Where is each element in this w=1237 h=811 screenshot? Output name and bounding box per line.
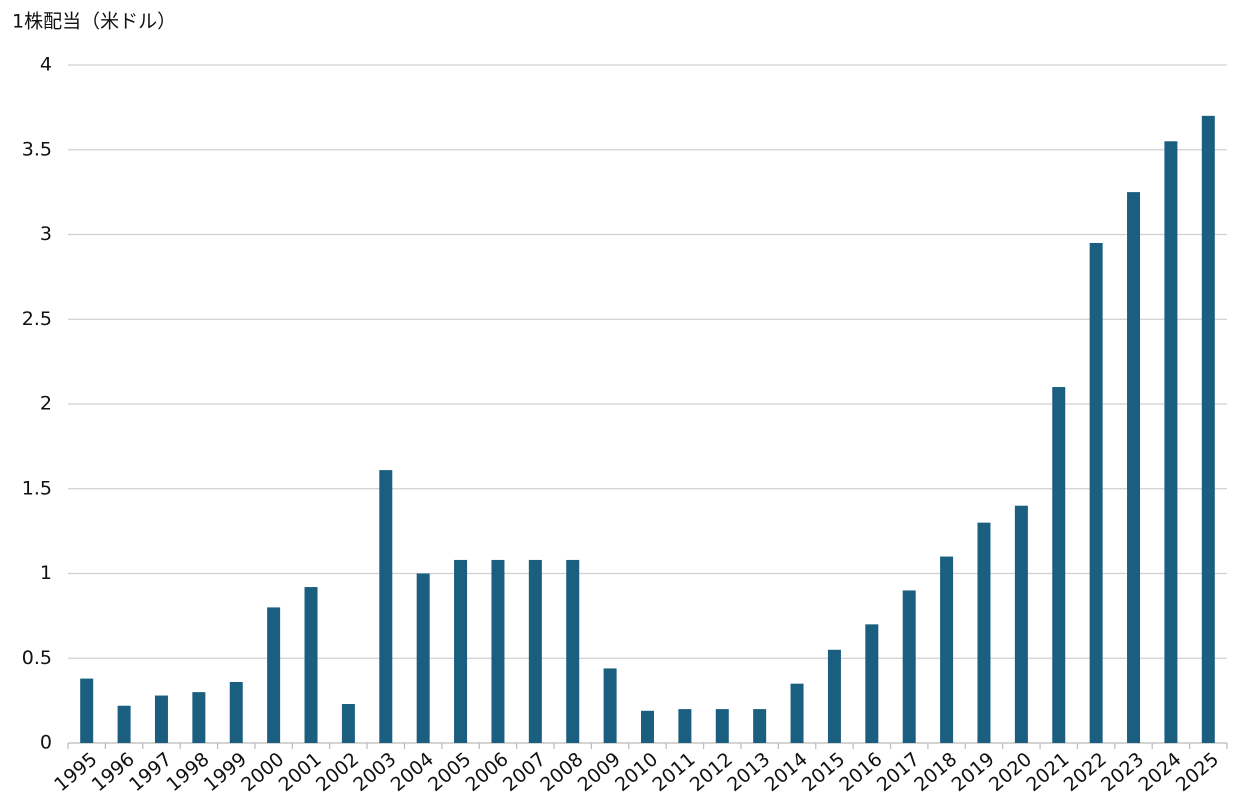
x-tick-label: 2025 (1172, 748, 1223, 796)
bar (1164, 141, 1178, 743)
bar (790, 683, 804, 743)
bar (491, 559, 505, 743)
x-tick-label: 2008 (536, 748, 587, 796)
bar (192, 692, 206, 743)
bar (379, 470, 393, 743)
bar (528, 559, 542, 743)
y-tick-label: 3.5 (22, 138, 52, 160)
bar (566, 559, 580, 743)
y-tick-label: 1.5 (22, 477, 52, 499)
x-tick-label: 2009 (574, 748, 625, 796)
bar (753, 709, 767, 743)
x-tick-label: 2015 (798, 748, 849, 796)
x-tick-label: 2024 (1134, 748, 1185, 796)
x-tick-label: 2020 (985, 748, 1036, 796)
x-tick-label: 2013 (723, 748, 774, 796)
bar (865, 624, 879, 743)
bar (603, 668, 617, 743)
x-tick-label: 1999 (200, 748, 251, 796)
bar (902, 590, 916, 743)
x-tick-label: 2010 (611, 748, 662, 796)
bar (454, 559, 468, 743)
x-tick-label: 2001 (275, 748, 326, 796)
x-tick-label: 2000 (237, 748, 288, 796)
bar (940, 556, 954, 743)
x-tick-label: 2021 (1022, 748, 1073, 796)
x-tick-label: 1997 (125, 748, 176, 796)
x-tick-label: 2016 (835, 748, 886, 796)
bar (304, 587, 318, 743)
bar (977, 522, 991, 743)
y-tick-label: 4 (40, 54, 52, 76)
x-tick-label: 2002 (312, 748, 363, 796)
bar (80, 678, 94, 743)
x-tick-label: 2006 (462, 748, 513, 796)
bar (117, 705, 131, 743)
y-tick-label: 2 (40, 393, 52, 415)
bar (1127, 192, 1141, 743)
x-tick-label: 2014 (761, 748, 812, 796)
x-tick-label: 1995 (50, 748, 101, 796)
x-tick-label: 2019 (948, 748, 999, 796)
y-tick-label: 2.5 (22, 308, 52, 330)
bar (641, 710, 654, 743)
bar (229, 681, 243, 743)
bar (416, 573, 430, 743)
x-tick-label: 1996 (88, 748, 139, 796)
x-tick-label: 2011 (648, 748, 699, 796)
bar (1052, 387, 1066, 743)
y-tick-label: 0.5 (22, 647, 52, 669)
y-tick-label: 3 (40, 223, 52, 245)
bar (1089, 242, 1103, 743)
y-tick-label: 1 (40, 562, 52, 584)
bar (678, 709, 692, 743)
bar (1014, 505, 1028, 743)
bar (827, 649, 841, 743)
y-axis-label: 1株配当（米ドル） (12, 11, 176, 33)
x-tick-label: 2017 (873, 748, 924, 796)
x-tick-label: 2007 (499, 748, 550, 796)
x-tick-label: 2003 (349, 748, 400, 796)
x-tick-label: 1998 (162, 748, 213, 796)
x-tick-label: 2004 (387, 748, 438, 796)
bar (341, 704, 355, 743)
bar (267, 607, 281, 743)
y-tick-label: 0 (40, 732, 52, 754)
bar (1201, 115, 1215, 744)
x-tick-label: 2012 (686, 748, 737, 796)
bar (154, 695, 168, 743)
x-tick-label: 2023 (1097, 748, 1148, 796)
x-tick-label: 2018 (910, 748, 961, 796)
bar (715, 709, 729, 743)
x-tick-label: 2005 (424, 748, 475, 796)
x-tick-label: 2022 (1060, 748, 1111, 796)
